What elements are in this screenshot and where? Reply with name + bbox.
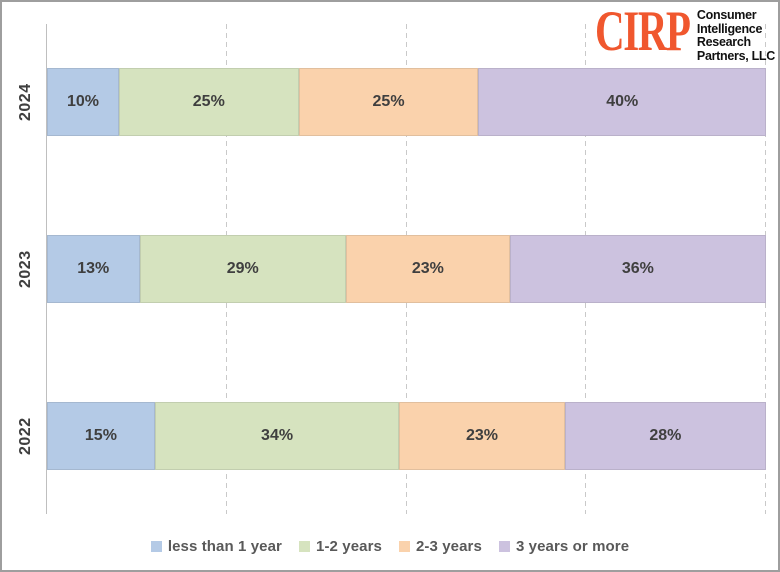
bar-segment: 36% [509, 235, 767, 303]
logo-name-line: Research [696, 35, 751, 49]
legend-swatch-icon [299, 541, 310, 552]
cirp-logo: CIRP Consumer Intelligence Research Part… [594, 0, 775, 63]
bar-segment: 25% [298, 68, 479, 136]
bar-segment: 28% [564, 402, 766, 470]
legend-label: 1-2 years [316, 538, 382, 555]
legend-label: 3 years or more [515, 538, 630, 555]
plot-area: 10% 25% 25% 40% 13% 29% 23% 36% 15% 34% … [46, 24, 767, 514]
bar-row-2024: 10% 25% 25% 40% [47, 68, 766, 136]
logo-name-line: Partners, LLC [696, 48, 775, 63]
bar-segment: 13% [47, 235, 140, 303]
cirp-logo-name: Consumer Intelligence Research Partners,… [697, 6, 775, 63]
legend-swatch-icon [398, 541, 410, 552]
bar-segment: 40% [478, 68, 766, 136]
bar-row-2022: 15% 34% 23% 28% [47, 402, 766, 470]
bar-row-2023: 13% 29% 23% 36% [47, 235, 767, 303]
y-axis-label-2024: 2024 [17, 83, 34, 121]
cirp-logo-acronym: CIRP [594, 0, 691, 63]
legend-label: less than 1 year [167, 538, 282, 555]
legend-swatch-icon [150, 541, 162, 552]
logo-name-line: Intelligence [696, 21, 763, 36]
y-axis-label-2022: 2022 [17, 417, 34, 455]
bar-segment: 15% [47, 402, 155, 470]
legend-item: less than 1 year [150, 538, 282, 555]
y-axis-label-2023: 2023 [17, 250, 34, 288]
legend-item: 1-2 years [299, 538, 382, 555]
legend-item: 2-3 years [398, 538, 482, 555]
legend-item: 3 years or more [498, 538, 630, 555]
bar-segment: 23% [399, 402, 565, 470]
legend-label: 2-3 years [415, 538, 482, 555]
legend-swatch-icon [498, 541, 510, 552]
bar-segment: 34% [154, 402, 400, 470]
logo-name-line: Consumer [696, 8, 757, 22]
bar-segment: 10% [47, 68, 119, 136]
bar-segment: 25% [118, 68, 299, 136]
chart-legend: less than 1 year 1-2 years 2-3 years 3 y… [2, 538, 778, 555]
bar-segment: 23% [346, 235, 510, 303]
bar-segment: 29% [139, 235, 346, 303]
